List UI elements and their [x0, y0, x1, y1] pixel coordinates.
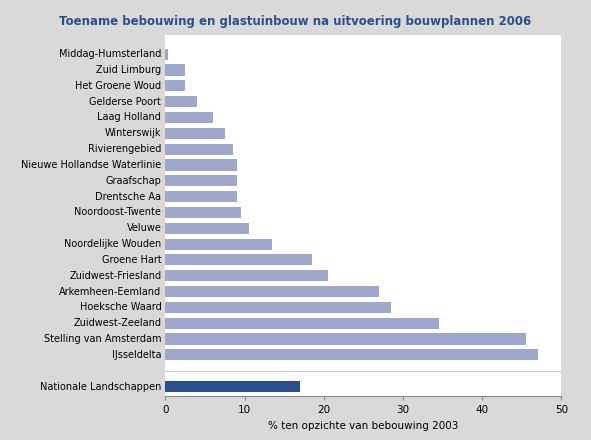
Bar: [165, 238, 272, 249]
Bar: [165, 349, 538, 360]
Bar: [165, 65, 186, 76]
Bar: [165, 175, 237, 186]
Bar: [165, 223, 249, 234]
Bar: [165, 318, 439, 329]
Bar: [165, 381, 300, 392]
Bar: [165, 143, 233, 155]
X-axis label: % ten opzichte van bebouwing 2003: % ten opzichte van bebouwing 2003: [268, 421, 459, 431]
Bar: [165, 254, 312, 265]
Bar: [165, 270, 328, 281]
Bar: [165, 80, 186, 92]
Bar: [165, 334, 526, 345]
Bar: [165, 128, 225, 139]
Bar: [165, 191, 237, 202]
Bar: [165, 96, 197, 107]
Bar: [165, 302, 391, 313]
Text: Toename bebouwing en glastuinbouw na uitvoering bouwplannen 2006: Toename bebouwing en glastuinbouw na uit…: [59, 15, 532, 29]
Bar: [165, 112, 213, 123]
Bar: [165, 159, 237, 171]
Bar: [165, 207, 241, 218]
Bar: [165, 49, 168, 60]
Bar: [165, 286, 379, 297]
